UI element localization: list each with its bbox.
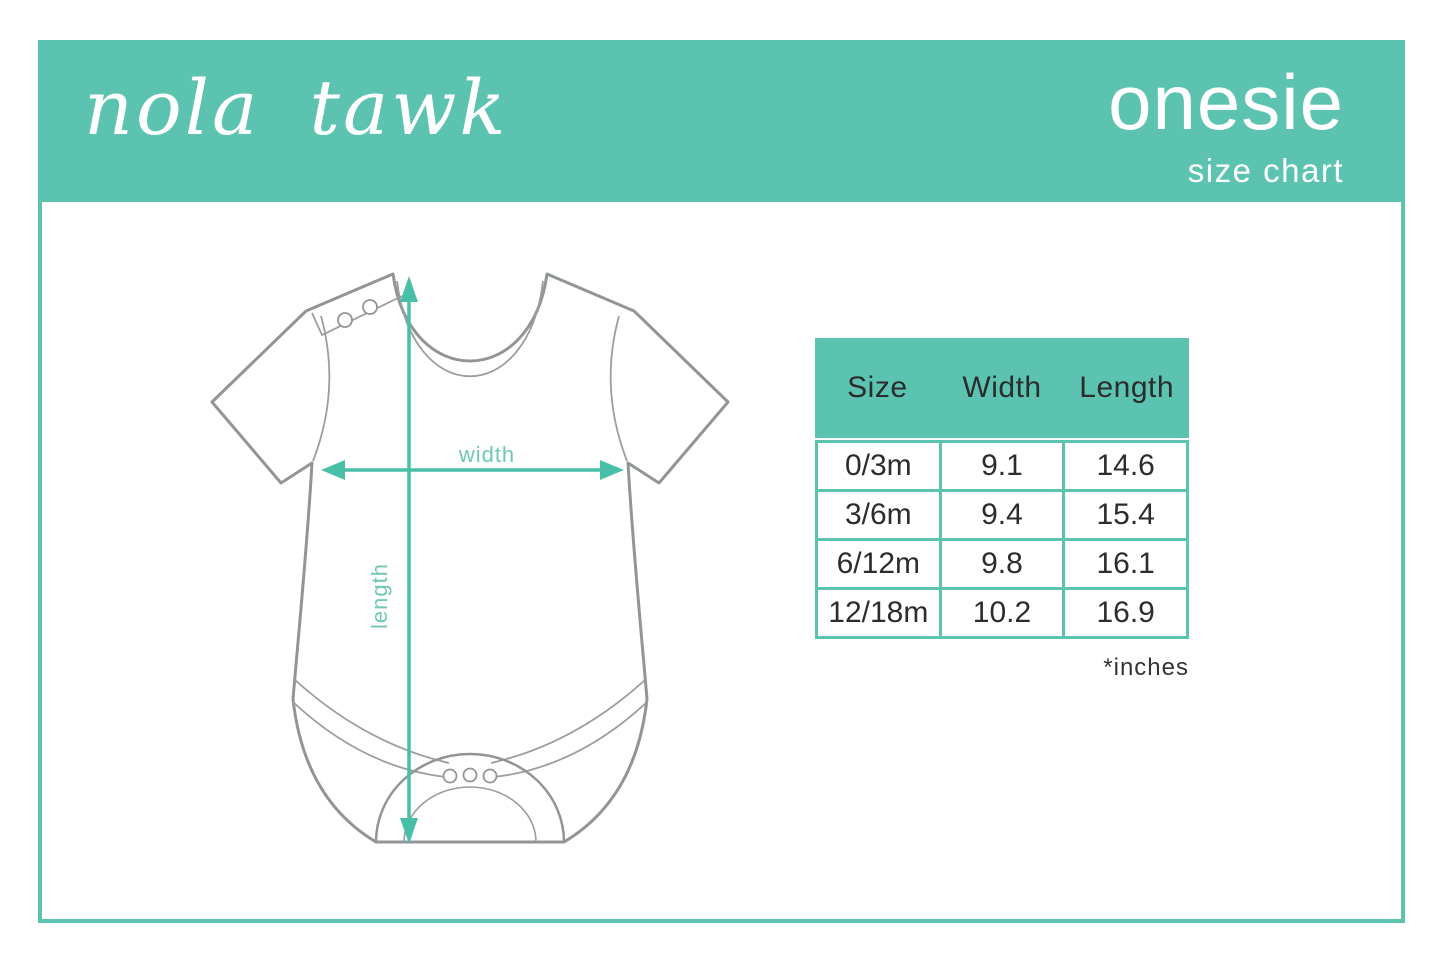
crotch-snap-icon — [462, 767, 478, 783]
column-header-size: Size — [847, 371, 908, 404]
size-table-grid: 0/3m 9.1 14.6 3/6m 9.4 15.4 6/12m 9.8 16… — [815, 440, 1189, 639]
table-cell-length: 16.9 — [1062, 587, 1189, 639]
table-cell-size: 0/3m — [815, 440, 942, 492]
column-header-width: Width — [962, 371, 1042, 404]
size-table: Size Width Length 0/3m 9.1 14.6 3/6m 9.4… — [815, 338, 1189, 639]
size-chart-card: nola tawk onesie size chart — [38, 40, 1405, 923]
crotch-snap-icon — [482, 768, 498, 784]
onesie-diagram: width length — [210, 272, 730, 844]
crotch-flap-inner — [403, 786, 537, 843]
crotch-flap-outer — [374, 752, 566, 843]
header-band: nola tawk onesie size chart — [38, 40, 1405, 202]
shoulder-snap-icon — [362, 299, 378, 315]
garment-outline — [210, 272, 730, 844]
table-cell-size: 12/18m — [815, 587, 942, 639]
width-measure-label: width — [458, 442, 515, 467]
page-subtitle: size chart — [1187, 152, 1344, 189]
table-cell-length: 15.4 — [1062, 489, 1189, 541]
table-row: 12/18m 10.2 16.9 — [815, 587, 1189, 639]
table-cell-width: 9.8 — [938, 538, 1066, 590]
table-cell-length: 14.6 — [1062, 440, 1189, 492]
table-cell-width: 10.2 — [938, 587, 1066, 639]
table-cell-length: 16.1 — [1062, 538, 1189, 590]
left-leg-band — [292, 679, 458, 779]
size-table-header: Size Width Length — [815, 338, 1189, 438]
crotch-snap-icon — [442, 768, 458, 784]
table-row: 6/12m 9.8 16.1 — [815, 538, 1189, 590]
table-cell-width: 9.4 — [938, 489, 1066, 541]
length-arrow — [400, 276, 418, 844]
header-title-block: onesie size chart — [1108, 63, 1344, 187]
right-armhole-seam — [609, 315, 628, 462]
length-measure-label: length — [367, 563, 392, 629]
table-cell-size: 6/12m — [815, 538, 942, 590]
table-row: 0/3m 9.1 14.6 — [815, 440, 1189, 492]
unit-note: *inches — [1103, 654, 1189, 681]
table-cell-size: 3/6m — [815, 489, 942, 541]
left-armhole-seam — [312, 315, 331, 462]
right-leg-band — [482, 679, 648, 779]
table-cell-width: 9.1 — [938, 440, 1066, 492]
table-row: 3/6m 9.4 15.4 — [815, 489, 1189, 541]
brand-logo: nola tawk — [84, 63, 509, 152]
page-title: onesie — [1108, 58, 1344, 146]
width-arrow — [321, 460, 624, 480]
shoulder-snap-icon — [337, 312, 353, 328]
column-header-length: Length — [1079, 371, 1175, 404]
